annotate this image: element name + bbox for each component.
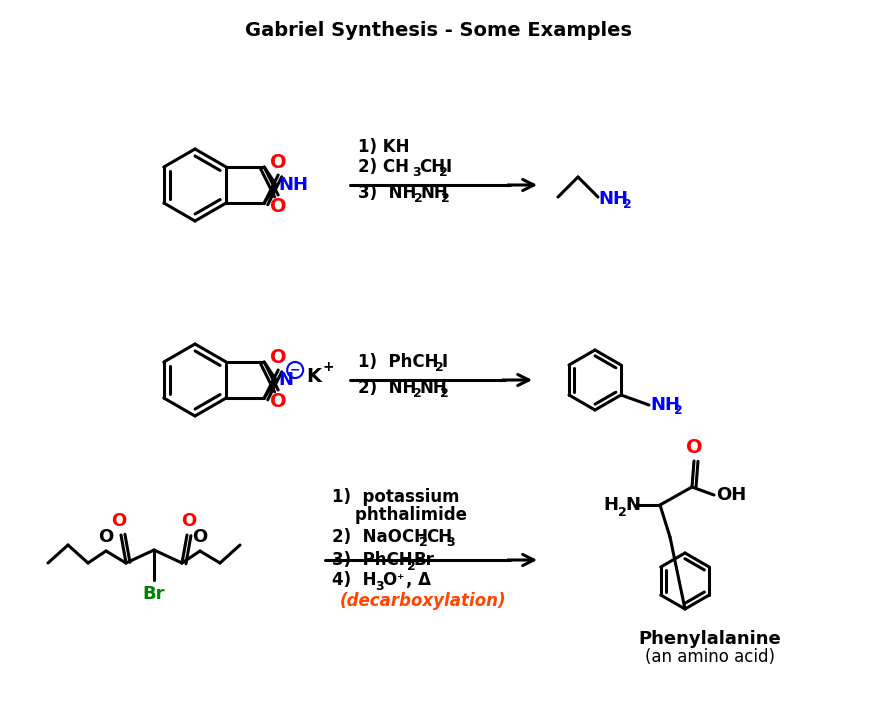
- Text: , Δ: , Δ: [405, 571, 431, 589]
- Text: 1)  PhCH: 1) PhCH: [358, 353, 438, 371]
- Text: O: O: [269, 392, 286, 411]
- Text: −: −: [289, 363, 300, 377]
- Text: OH: OH: [715, 486, 745, 504]
- Text: 1)  potassium: 1) potassium: [332, 488, 459, 506]
- Text: 2)  NH: 2) NH: [358, 379, 416, 397]
- Text: 2: 2: [439, 387, 448, 401]
- Text: 2: 2: [418, 537, 427, 549]
- Text: O: O: [269, 154, 286, 173]
- Text: Br: Br: [414, 551, 434, 569]
- Text: 2: 2: [440, 193, 449, 205]
- Text: ⁺: ⁺: [396, 573, 403, 587]
- Text: phthalimide: phthalimide: [332, 506, 467, 524]
- Text: 3)  NH: 3) NH: [358, 184, 416, 202]
- Text: O: O: [269, 198, 286, 217]
- Text: NH: NH: [278, 176, 308, 194]
- Text: (decarboxylation): (decarboxylation): [339, 592, 506, 610]
- Text: 2: 2: [617, 506, 626, 518]
- Text: CH: CH: [418, 158, 445, 176]
- Text: (an amino acid): (an amino acid): [645, 648, 774, 666]
- Text: 2: 2: [412, 387, 421, 401]
- Text: O: O: [381, 571, 396, 589]
- Text: CH: CH: [425, 528, 452, 546]
- Text: NH: NH: [597, 190, 627, 208]
- Text: 2: 2: [623, 198, 631, 212]
- Text: I: I: [446, 158, 452, 176]
- Text: 3: 3: [446, 537, 454, 549]
- Text: 2: 2: [414, 193, 422, 205]
- Text: N: N: [624, 496, 639, 514]
- Text: Phenylalanine: Phenylalanine: [638, 630, 781, 648]
- Text: O: O: [98, 528, 113, 546]
- Text: 2: 2: [407, 559, 416, 573]
- Text: 1) KH: 1) KH: [358, 138, 409, 156]
- Text: 2) CH: 2) CH: [358, 158, 409, 176]
- Text: H: H: [602, 496, 617, 514]
- Text: NH: NH: [419, 379, 447, 397]
- Text: O: O: [182, 512, 196, 530]
- Text: I: I: [441, 353, 447, 371]
- Text: 2)  NaOCH: 2) NaOCH: [332, 528, 427, 546]
- Text: O: O: [111, 512, 126, 530]
- Text: NH: NH: [420, 184, 448, 202]
- Text: Gabriel Synthesis - Some Examples: Gabriel Synthesis - Some Examples: [246, 21, 631, 40]
- Text: 3)  PhCH: 3) PhCH: [332, 551, 412, 569]
- Text: O: O: [685, 438, 702, 457]
- Text: 3: 3: [374, 580, 383, 593]
- Text: 2: 2: [674, 404, 682, 418]
- Text: Br: Br: [143, 585, 165, 603]
- Text: +: +: [322, 360, 333, 374]
- Text: 3: 3: [411, 166, 420, 180]
- Text: O: O: [269, 348, 286, 367]
- Text: 2: 2: [438, 166, 447, 180]
- Text: O: O: [192, 528, 207, 546]
- Text: N: N: [278, 371, 293, 389]
- Text: 4)  H: 4) H: [332, 571, 376, 589]
- Text: NH: NH: [649, 396, 679, 414]
- Text: 2: 2: [434, 362, 443, 375]
- Text: K: K: [306, 367, 321, 387]
